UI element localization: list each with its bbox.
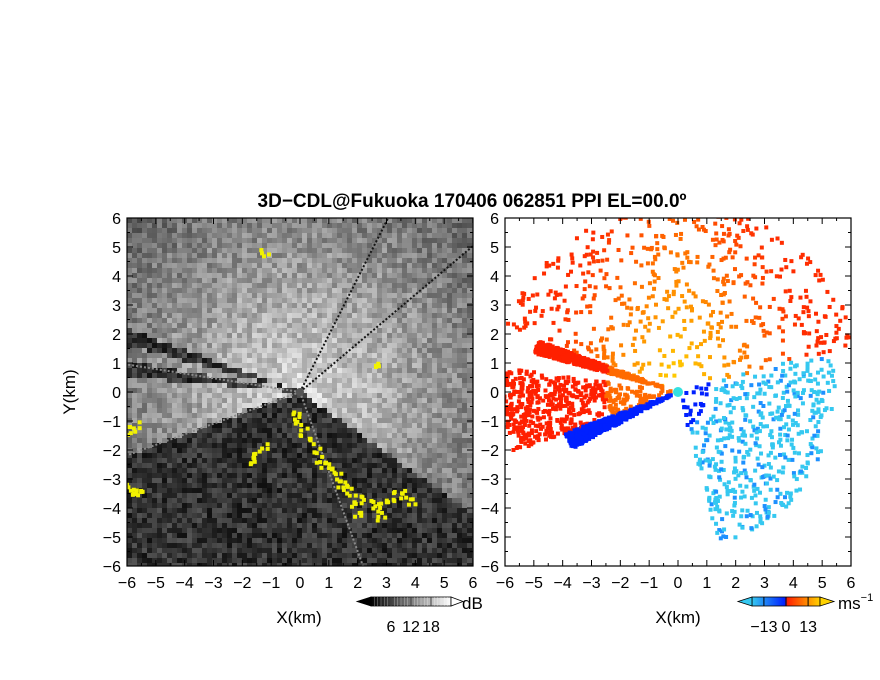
chart-title: 3D−CDL@Fukuoka 170406 062851 PPI EL=00.0… (258, 191, 687, 212)
velocity-ytick-label: 6 (490, 211, 499, 228)
reflectivity-colorbar-tick-label: 18 (422, 619, 440, 636)
velocity-scatter (505, 218, 851, 541)
velocity-colorbar-left-arrow (736, 596, 753, 607)
velocity-radar-center (673, 387, 683, 397)
reflectivity-xtick-label: 5 (440, 575, 449, 592)
velocity-ytick-label: −4 (481, 501, 499, 518)
velocity-xtick-label: −2 (611, 575, 629, 592)
reflectivity-ylabel: Y(km) (60, 369, 79, 414)
reflectivity-xtick-label: 3 (382, 575, 391, 592)
reflectivity-xtick-label: −3 (204, 575, 222, 592)
velocity-xtick-label: −6 (496, 575, 514, 592)
reflectivity-ytick-label: −3 (103, 472, 121, 489)
reflectivity-radar-center (296, 388, 304, 396)
velocity-xtick-label: −1 (640, 575, 658, 592)
reflectivity-ytick-label: −4 (103, 501, 121, 518)
velocity-xtick-label: −3 (582, 575, 600, 592)
velocity-ytick-label: −5 (481, 530, 499, 547)
reflectivity-streaks (127, 218, 473, 566)
velocity-xlabel: X(km) (655, 608, 700, 627)
reflectivity-ytick-label: 4 (112, 269, 121, 286)
reflectivity-ytick-label: 0 (112, 385, 121, 402)
velocity-xtick-label: 4 (789, 575, 798, 592)
reflectivity-yellow-echoes (127, 248, 418, 523)
velocity-ytick-label: −1 (481, 414, 499, 431)
velocity-ytick-label: −6 (481, 559, 499, 576)
velocity-ytick-label: 3 (490, 298, 499, 315)
velocity-ytick-label: −3 (481, 472, 499, 489)
reflectivity-ytick-label: −2 (103, 443, 121, 460)
velocity-axes: −6 −5 −4 −3 −2 −1 0 1 2 3 4 5 6 −6 −5 −4 −3 −2 −1 0 1 2 3 4 5 6 (481, 211, 856, 592)
velocity-ytick-label: −2 (481, 443, 499, 460)
velocity-colorbar-tick-label: 0 (782, 619, 791, 636)
reflectivity-xtick-label: 1 (324, 575, 333, 592)
reflectivity-colorbar: 6 12 18 dB (355, 594, 483, 636)
velocity-ytick-label: 4 (490, 269, 499, 286)
reflectivity-xtick-label: −1 (262, 575, 280, 592)
reflectivity-ytick-label: 5 (112, 240, 121, 257)
reflectivity-xlabel: X(km) (276, 608, 321, 627)
reflectivity-image (127, 218, 473, 566)
reflectivity-colorbar-tick-label: 6 (387, 619, 396, 636)
velocity-colorbar-ticks: −13 0 13 (750, 597, 817, 636)
reflectivity-colorbar-tick-label: 12 (402, 619, 420, 636)
velocity-xtick-label: 1 (702, 575, 711, 592)
reflectivity-colorbar-unit: dB (462, 594, 483, 613)
velocity-xtick-label: −4 (554, 575, 572, 592)
velocity-colorbar: −13 0 13 ms−1 (736, 592, 873, 636)
velocity-image (505, 218, 851, 541)
reflectivity-xtick-label: −4 (176, 575, 194, 592)
reflectivity-xtick-label: −5 (147, 575, 165, 592)
velocity-xtick-label: 0 (674, 575, 683, 592)
velocity-colorbar-unit-base: ms (838, 594, 861, 613)
velocity-colorbar-right-arrow (819, 596, 836, 607)
reflectivity-ytick-label: 2 (112, 327, 121, 344)
velocity-ytick-label: 5 (490, 240, 499, 257)
velocity-ytick-label: 2 (490, 327, 499, 344)
velocity-colorbar-unit-exponent: −1 (861, 592, 874, 604)
reflectivity-colorbar-right-arrow (450, 596, 465, 607)
reflectivity-xtick-label: 0 (296, 575, 305, 592)
reflectivity-xtick-label: 2 (353, 575, 362, 592)
reflectivity-xtick-label: −6 (118, 575, 136, 592)
reflectivity-colorbar-left-arrow (355, 596, 372, 607)
reflectivity-colorbar-ticks: 6 12 18 (374, 597, 448, 636)
reflectivity-ytick-label: 1 (112, 356, 121, 373)
velocity-panel: −6 −5 −4 −3 −2 −1 0 1 2 3 4 5 6 −6 −5 −4 −3 −2 −1 0 1 2 3 4 5 6 X… (481, 211, 873, 636)
velocity-xtick-label: 3 (760, 575, 769, 592)
reflectivity-ytick-label: −6 (103, 559, 121, 576)
velocity-xtick-label: 6 (847, 575, 856, 592)
velocity-xtick-label: 5 (818, 575, 827, 592)
velocity-colorbar-unit: ms−1 (838, 592, 873, 613)
reflectivity-ytick-label: 3 (112, 298, 121, 315)
reflectivity-ytick-label: −1 (103, 414, 121, 431)
reflectivity-axes: −6 −5 −4 −3 −2 −1 0 1 2 3 4 5 6 −6 −5 −4 −3 −2 −1 0 1 2 3 4 5 6 (103, 211, 478, 592)
reflectivity-xtick-label: 4 (411, 575, 420, 592)
velocity-colorbar-tick-label: 13 (799, 619, 817, 636)
velocity-ytick-label: 0 (490, 385, 499, 402)
velocity-ytick-label: 1 (490, 356, 499, 373)
reflectivity-xtick-label: −2 (233, 575, 251, 592)
velocity-xtick-label: −5 (525, 575, 543, 592)
velocity-xtick-label: 2 (731, 575, 740, 592)
velocity-colorbar-tick-label: −13 (750, 619, 777, 636)
reflectivity-ytick-label: −5 (103, 530, 121, 547)
reflectivity-xtick-label: 6 (469, 575, 478, 592)
reflectivity-ytick-label: 6 (112, 211, 121, 228)
